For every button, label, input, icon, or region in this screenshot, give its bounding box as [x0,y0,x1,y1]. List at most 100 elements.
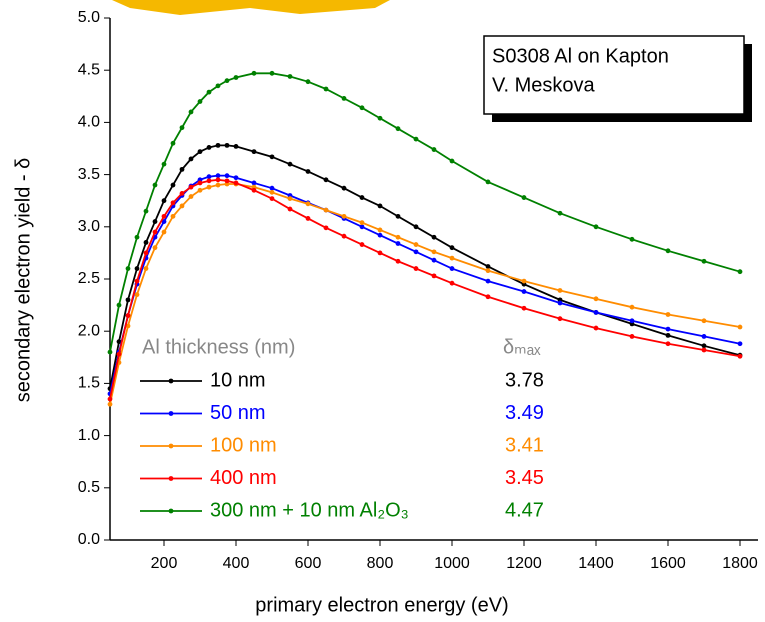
x-tick-label: 800 [367,555,394,572]
data-point [107,349,113,355]
data-point [125,297,131,303]
data-point [593,296,599,302]
data-point [215,182,221,188]
data-point [134,278,140,284]
data-point [179,166,185,172]
data-point [305,216,311,221]
data-point [701,347,707,353]
data-point [359,195,365,200]
data-point [224,78,230,84]
data-point [116,339,122,345]
data-point [269,196,275,202]
data-point [179,190,185,196]
data-point [251,149,257,155]
data-point [215,177,221,183]
data-point [161,229,167,235]
data-point [521,305,527,311]
data-point [206,89,212,95]
data-point [134,266,140,271]
series-line [109,183,741,405]
data-point [629,304,635,310]
data-point [413,249,419,255]
x-tick-label: 1800 [722,555,758,572]
data-point [413,224,419,230]
data-point [485,294,491,300]
data-point [251,70,257,76]
legend-value: 3.49 [505,402,544,424]
data-point [197,99,203,104]
data-point [143,266,149,271]
data-point [125,313,131,318]
data-point [161,219,167,224]
data-point [206,174,212,180]
data-point [701,343,707,349]
legend-marker [168,378,174,384]
data-point [377,227,383,233]
data-point [737,341,743,347]
data-point [449,245,455,251]
y-tick-label: 1.0 [78,427,100,444]
y-tick-label: 2.5 [78,270,100,287]
data-point [665,248,671,254]
data-point [269,185,275,191]
legend-value: 4.47 [505,499,544,521]
data-point [152,229,158,235]
data-point [206,145,212,150]
legend-marker [168,476,174,481]
data-point [359,105,365,111]
legend-marker [168,443,174,449]
data-point [161,213,167,219]
data-point [485,179,491,185]
legend-label: 10 nm [210,369,266,391]
data-point [179,125,185,131]
data-point [593,325,599,331]
data-point [206,178,212,184]
legend-label: 400 nm [210,467,277,489]
y-tick-label: 0.0 [78,531,100,548]
annotation-line: V. Meskova [492,74,596,96]
data-point [557,316,563,322]
data-point [341,95,347,101]
data-point [215,142,221,148]
data-point [701,318,707,324]
legend-title: Al thickness (nm) [142,336,295,358]
data-point [431,257,437,263]
data-point [170,200,176,206]
data-point [449,266,455,271]
data-point [287,206,293,212]
legend-value: 3.45 [505,467,544,489]
y-tick-label: 1.5 [78,375,100,392]
y-tick-label: 4.5 [78,61,100,78]
data-point [215,83,221,89]
data-point [701,258,707,264]
x-tick-label: 1000 [434,555,470,572]
data-point [224,178,230,184]
data-point [377,250,383,256]
data-point [665,332,671,338]
data-point [152,245,158,251]
data-point [305,201,311,207]
data-point [170,140,176,146]
data-point [134,292,140,298]
data-point [737,353,743,359]
data-point [431,234,437,240]
data-point [170,213,176,219]
data-point [629,334,635,339]
legend-label: 50 nm [210,402,266,424]
data-point [485,278,491,284]
x-tick-label: 1200 [506,555,542,572]
legend-marker [168,411,174,416]
data-point [143,208,149,214]
data-point [395,126,401,132]
data-point [431,147,437,152]
y-tick-label: 4.0 [78,114,100,131]
data-point [152,219,158,224]
annotation-line: S0308 Al on Kapton [492,45,669,67]
data-point [116,351,122,357]
x-tick-label: 1600 [650,555,686,572]
data-point [251,180,257,186]
data-point [116,302,122,308]
legend-value-title: δₘₐₓ [503,336,541,358]
data-point [206,184,212,190]
x-tick-label: 1400 [578,555,614,572]
